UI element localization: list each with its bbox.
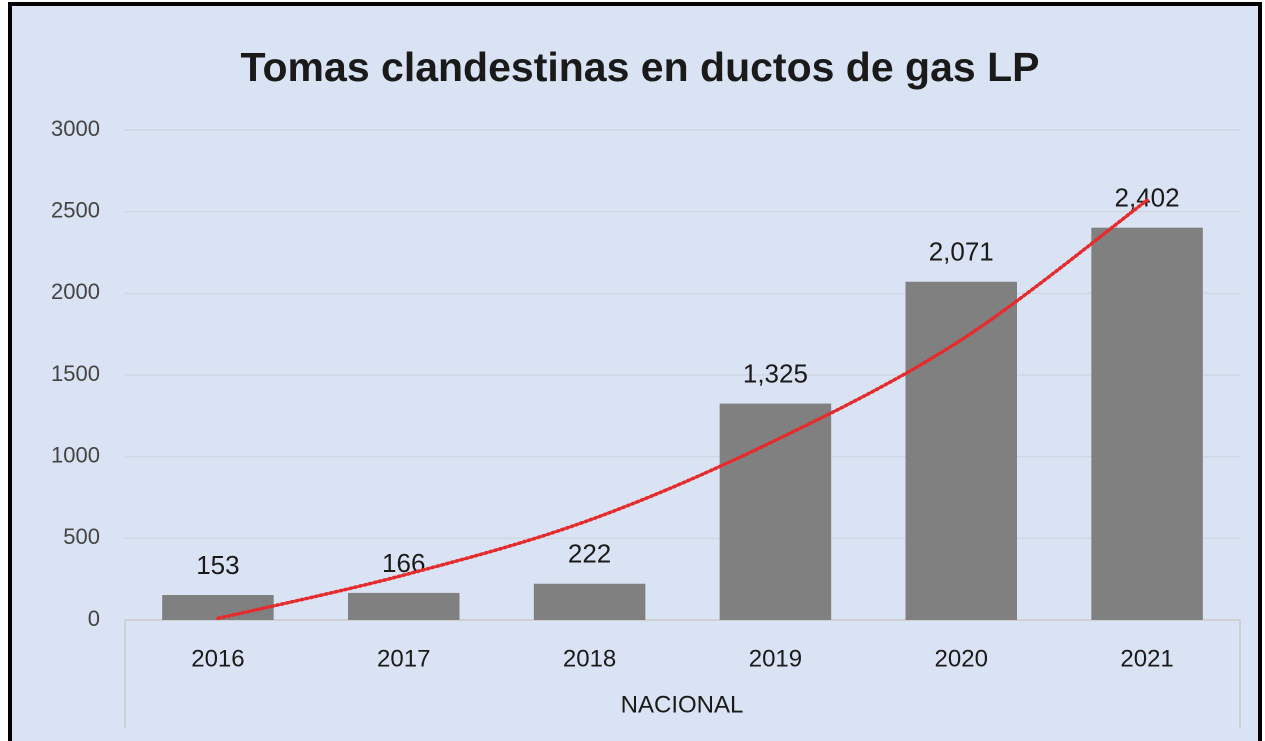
y-tick-label: 0 [88, 606, 100, 631]
x-axis-label: NACIONAL [621, 691, 744, 718]
x-tick-label: 2020 [935, 645, 988, 672]
value-label: 222 [568, 539, 611, 569]
value-label: 153 [196, 550, 239, 580]
y-tick-label: 2000 [51, 279, 100, 304]
x-tick-label: 2019 [749, 645, 802, 672]
x-tick-label: 2018 [563, 645, 616, 672]
y-tick-label: 3000 [51, 116, 100, 141]
value-label: 1,325 [743, 358, 808, 388]
value-label: 2,402 [1115, 183, 1180, 213]
chart-frame [8, 2, 1262, 741]
bar [905, 281, 1017, 620]
bar [719, 403, 832, 620]
bar [533, 583, 646, 620]
x-tick-label: 2017 [377, 645, 430, 672]
y-tick-label: 1000 [51, 442, 100, 467]
value-label: 2,071 [929, 237, 994, 267]
bar [1091, 227, 1203, 620]
bar [162, 595, 274, 620]
y-tick-label: 2500 [51, 197, 100, 222]
bar [348, 592, 460, 620]
x-tick-label: 2016 [191, 645, 244, 672]
y-tick-label: 500 [63, 524, 100, 549]
chart-title: Tomas clandestinas en ductos de gas LP [241, 44, 1040, 90]
trendline [216, 198, 1149, 621]
x-tick-label: 2021 [1120, 645, 1173, 672]
y-tick-label: 1500 [51, 361, 100, 386]
value-label: 166 [382, 548, 425, 578]
